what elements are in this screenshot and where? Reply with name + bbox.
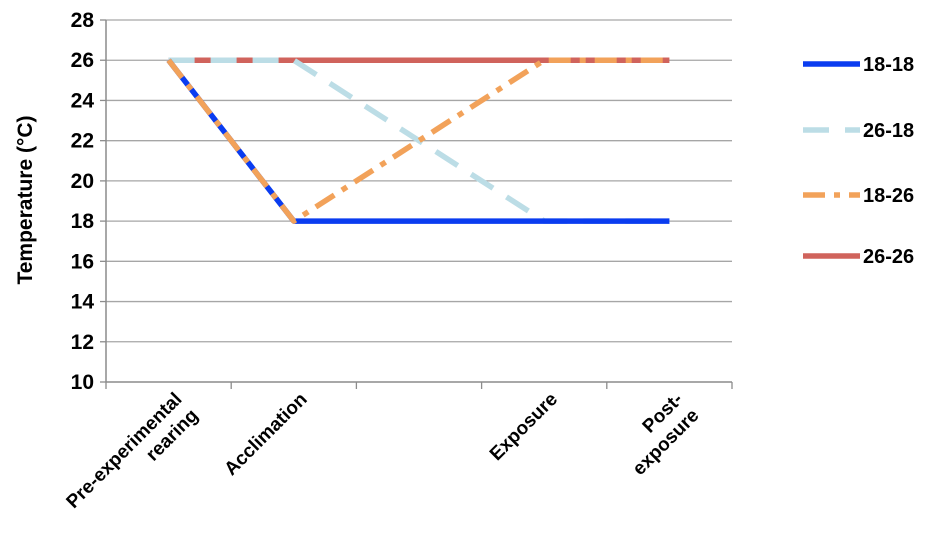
axes <box>100 19 733 389</box>
legend-label: 18-26 <box>863 185 914 207</box>
y-tick-label: 16 <box>71 250 94 273</box>
y-tick-label: 28 <box>71 9 95 32</box>
x-category-label-line: Exposure <box>486 389 562 465</box>
legend: 18-18 26-18 18-26 26-26 <box>803 54 914 268</box>
y-tick-label: 26 <box>71 49 94 72</box>
grid-lines <box>106 19 732 343</box>
y-tick-label: 24 <box>71 89 95 112</box>
legend-label: 18-18 <box>863 54 914 76</box>
y-tick-label: 14 <box>71 291 95 314</box>
x-category-label-line: Acclimation <box>221 389 312 480</box>
x-category-label: Acclimation <box>221 389 312 480</box>
y-tick-label: 10 <box>71 371 94 394</box>
y-tick-label: 12 <box>71 331 94 354</box>
x-category-label: Post-exposure <box>629 389 704 480</box>
x-category-label: Exposure <box>486 389 562 465</box>
series-lines <box>166 57 670 224</box>
legend-label: 26-18 <box>863 120 914 142</box>
y-axis-title: Temperature (°C) <box>14 115 37 284</box>
y-tick-label: 20 <box>71 170 94 193</box>
y-tick-label: 18 <box>71 210 95 233</box>
y-tick-labels: 10 12 14 16 18 20 22 24 26 28 <box>71 9 95 394</box>
legend-label: 26-26 <box>863 246 914 268</box>
y-tick-label: 22 <box>71 130 94 153</box>
series-line-18-26 <box>166 57 670 224</box>
